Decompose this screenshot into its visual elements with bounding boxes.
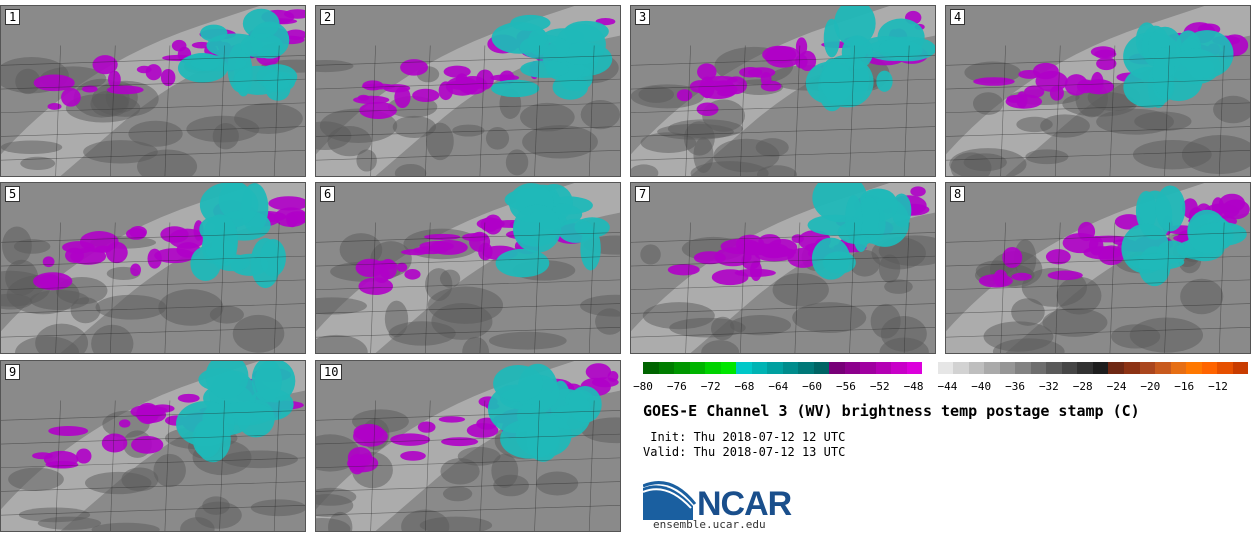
colorbar-tick-label: −16 <box>1174 380 1195 393</box>
colorbar-tick-label: −72 <box>700 380 721 393</box>
panel-number: 1 <box>5 9 21 25</box>
colorbar-swatch <box>1015 362 1031 374</box>
ncar-logo-icon <box>643 481 697 520</box>
panel-number: 4 <box>950 9 966 25</box>
panel-number: 2 <box>320 9 336 25</box>
colorbar-swatch <box>875 362 892 374</box>
colorbar-swatch <box>1077 362 1093 374</box>
colorbar-swatch <box>1123 362 1140 374</box>
colorbar-swatch <box>968 362 985 374</box>
colorbar-swatch <box>922 362 938 374</box>
wv-imagery <box>316 183 620 353</box>
figure-title: GOES-E Channel 3 (WV) brightness temp po… <box>643 402 1140 420</box>
colorbar-swatch <box>953 362 969 374</box>
colorbar-swatch <box>705 362 721 374</box>
wv-imagery <box>316 361 620 531</box>
panel-number: 6 <box>320 186 336 202</box>
colorbar-swatch <box>736 362 752 374</box>
wv-imagery <box>1 361 305 531</box>
wv-imagery <box>946 6 1250 176</box>
colorbar-swatch <box>999 362 1016 374</box>
panel-number: 7 <box>635 186 651 202</box>
colorbar-swatch <box>984 362 1000 374</box>
stamp-panel-9: 9 <box>0 360 306 532</box>
colorbar-tick-label: −12 <box>1208 380 1228 393</box>
wv-imagery <box>631 6 935 176</box>
logo-text: NCAR <box>697 485 792 523</box>
colorbar <box>643 362 1249 374</box>
colorbar-swatch <box>674 362 690 374</box>
colorbar-swatch <box>1092 362 1109 374</box>
colorbar-swatch <box>1030 362 1047 374</box>
panel-number: 9 <box>5 364 21 380</box>
colorbar-tick-label: −32 <box>1038 380 1059 393</box>
colorbar-swatch <box>860 362 876 374</box>
colorbar-swatch <box>844 362 861 374</box>
colorbar-tick-label: −60 <box>802 380 823 393</box>
colorbar-ticks: −80 −76 −72 −68 −64 −60 −56 −52 −48 −44 −40 −36 −32−… <box>633 380 1248 394</box>
colorbar-tick-label: −24 <box>1106 380 1127 393</box>
colorbar-swatch <box>720 362 737 374</box>
colorbar-swatch <box>689 362 706 374</box>
stamp-panel-4: 4 <box>945 5 1251 177</box>
colorbar-tick-label: −76 <box>666 380 687 393</box>
wv-imagery <box>316 6 620 176</box>
colorbar-tick-label: −52 <box>869 380 890 393</box>
stamp-panel-8: 8 <box>945 182 1251 354</box>
valid-time: Valid: Thu 2018-07-12 13 UTC <box>643 445 846 459</box>
stamp-panel-2: 2 <box>315 5 621 177</box>
colorbar-swatch <box>658 362 675 374</box>
stamp-panel-5: 5 <box>0 182 306 354</box>
stamp-panel-1: 1 <box>0 5 306 177</box>
logo-url: ensemble.ucar.edu <box>653 518 766 531</box>
colorbar-swatch <box>1232 362 1249 374</box>
init-time: Init: Thu 2018-07-12 12 UTC <box>643 430 846 444</box>
colorbar-tick-label: −20 <box>1140 380 1161 393</box>
wv-imagery <box>1 183 305 353</box>
stamp-panel-7: 7 <box>630 182 936 354</box>
colorbar-swatch <box>813 362 830 374</box>
colorbar-swatch <box>937 362 954 374</box>
colorbar-tick-label: −56 <box>836 380 856 393</box>
colorbar-tick-label: −80 <box>633 380 653 393</box>
colorbar-swatch <box>1201 362 1218 374</box>
colorbar-tick-label: −40 <box>971 380 992 393</box>
colorbar-swatch <box>1170 362 1187 374</box>
stamp-panel-10: 10 <box>315 360 621 532</box>
stamp-panel-3: 3 <box>630 5 936 177</box>
colorbar-tick-label: −44 <box>937 380 958 393</box>
colorbar-swatch <box>1061 362 1078 374</box>
colorbar-swatch <box>906 362 923 374</box>
colorbar-swatch <box>1186 362 1202 374</box>
wv-imagery <box>946 183 1250 353</box>
panel-number: 3 <box>635 9 651 25</box>
colorbar-tick-label: −68 <box>734 380 755 393</box>
colorbar-swatch <box>891 362 907 374</box>
colorbar-swatch <box>1217 362 1233 374</box>
colorbar-swatch <box>798 362 814 374</box>
colorbar-tick-label: −36 <box>1005 380 1025 393</box>
wv-imagery <box>1 6 305 176</box>
panel-number: 5 <box>5 186 21 202</box>
colorbar-tick-label: −64 <box>768 380 789 393</box>
colorbar-swatch <box>1139 362 1156 374</box>
colorbar-swatch <box>1155 362 1171 374</box>
colorbar-swatch <box>782 362 799 374</box>
colorbar-swatch <box>829 362 845 374</box>
panel-number: 8 <box>950 186 966 202</box>
panel-number: 10 <box>320 364 343 380</box>
colorbar-swatch <box>1108 362 1124 374</box>
wv-imagery <box>631 183 935 353</box>
colorbar-swatch <box>767 362 783 374</box>
colorbar-tick-label: −48 <box>903 380 924 393</box>
colorbar-swatch <box>751 362 768 374</box>
stamp-panel-6: 6 <box>315 182 621 354</box>
colorbar-tick-label: −28 <box>1072 380 1093 393</box>
colorbar-swatch <box>1046 362 1062 374</box>
colorbar-swatch <box>643 362 659 374</box>
